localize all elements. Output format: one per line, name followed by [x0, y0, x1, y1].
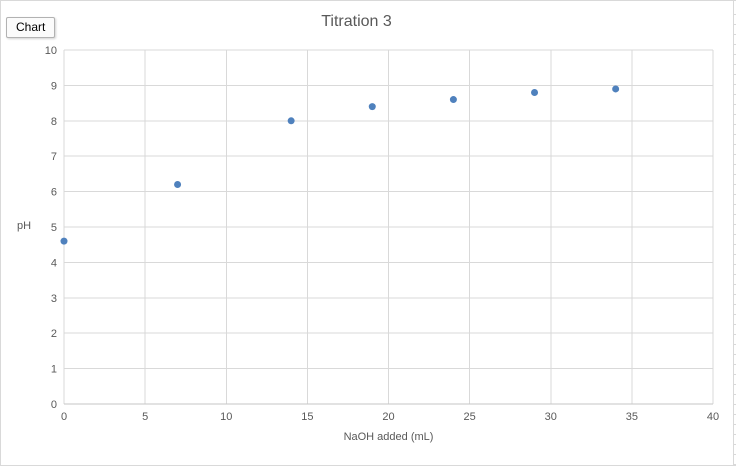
- y-axis-tick-labels[interactable]: 0 1 2 3 4 5 6 7 8 9 10: [45, 45, 57, 411]
- y-tick-label: 6: [51, 187, 57, 199]
- chart-title[interactable]: Titration 3: [321, 13, 392, 30]
- data-point[interactable]: [612, 85, 620, 93]
- data-point[interactable]: [531, 88, 539, 96]
- y-tick-label: 0: [51, 399, 57, 411]
- x-tick-label: 5: [142, 411, 148, 423]
- x-tick-label: 20: [382, 411, 394, 423]
- chart-name-tag: Chart: [6, 17, 56, 38]
- y-tick-label: 10: [45, 45, 57, 57]
- x-tick-label: 35: [626, 411, 638, 423]
- data-series[interactable]: [60, 85, 620, 245]
- x-axis-title[interactable]: NaOH added (mL): [343, 431, 434, 443]
- data-point[interactable]: [174, 181, 182, 189]
- data-point[interactable]: [287, 117, 295, 125]
- y-tick-label: 4: [51, 257, 57, 269]
- y-tick-label: 2: [51, 328, 57, 340]
- data-point[interactable]: [449, 96, 457, 104]
- data-point[interactable]: [368, 103, 376, 111]
- worksheet-edge: [734, 5, 736, 465]
- data-point[interactable]: [60, 237, 68, 245]
- x-tick-label: 25: [464, 411, 476, 423]
- chart-right-border: [733, 1, 734, 465]
- x-tick-label: 40: [707, 411, 719, 423]
- y-tick-label: 9: [51, 80, 57, 92]
- y-tick-label: 3: [51, 293, 57, 305]
- gridlines: [63, 49, 714, 405]
- y-axis-title[interactable]: pH: [17, 220, 32, 232]
- y-tick-label: 5: [51, 222, 57, 234]
- x-tick-label: 15: [301, 411, 313, 423]
- x-tick-label: 30: [545, 411, 557, 423]
- x-tick-label: 0: [61, 411, 67, 423]
- y-tick-label: 7: [51, 151, 57, 163]
- y-tick-label: 1: [51, 364, 57, 376]
- y-tick-label: 8: [51, 116, 57, 128]
- x-tick-label: 10: [220, 411, 232, 423]
- x-axis-tick-labels[interactable]: 0 5 10 15 20 25 30 35 40: [61, 411, 719, 423]
